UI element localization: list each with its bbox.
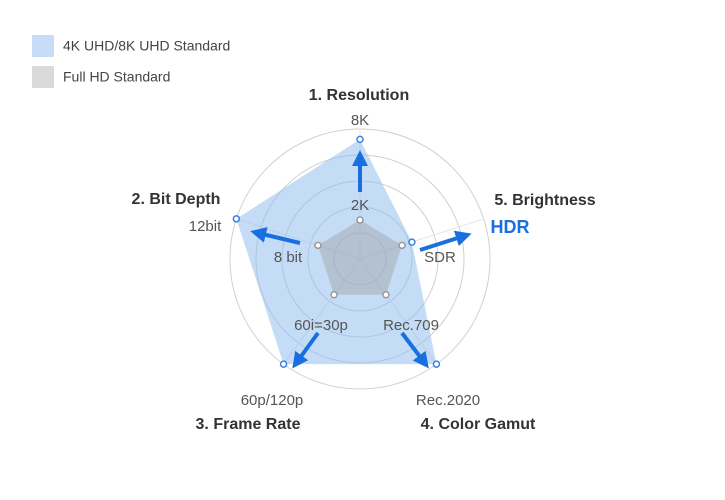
legend-swatch <box>32 66 54 88</box>
data-point <box>356 216 364 224</box>
legend-label: 4K UHD/8K UHD Standard <box>63 38 230 54</box>
value-label: 60i=30p <box>294 317 348 334</box>
data-point <box>314 241 322 250</box>
value-label: SDR <box>424 249 456 266</box>
legend-label: Full HD Standard <box>63 69 170 85</box>
value-label: 8 bit <box>274 249 303 266</box>
value-label: Rec.2020 <box>416 392 480 409</box>
value-label: HDR <box>491 217 530 237</box>
axis-name: 4. Color Gamut <box>421 416 536 433</box>
value-label: 12bit <box>189 218 222 235</box>
data-point <box>279 360 288 368</box>
data-point <box>408 238 416 246</box>
data-point <box>398 241 406 250</box>
data-point <box>432 360 441 368</box>
series-area <box>236 139 437 365</box>
arrows <box>250 150 472 369</box>
axis-name: 3. Frame Rate <box>196 416 301 433</box>
value-label: 60p/120p <box>241 392 304 409</box>
axis-name: 1. Resolution <box>309 87 409 104</box>
value-label: 8K <box>351 112 369 129</box>
value-label: 2K <box>351 197 369 214</box>
series-area <box>317 220 403 295</box>
value-label: Rec.709 <box>383 317 439 334</box>
data-point <box>356 135 364 144</box>
legend-swatch <box>32 35 54 57</box>
data-point <box>330 291 338 299</box>
data-point <box>232 215 241 223</box>
data-point <box>382 291 390 299</box>
axis-name: 5. Brightness <box>494 192 595 209</box>
axis-name: 2. Bit Depth <box>132 191 221 208</box>
